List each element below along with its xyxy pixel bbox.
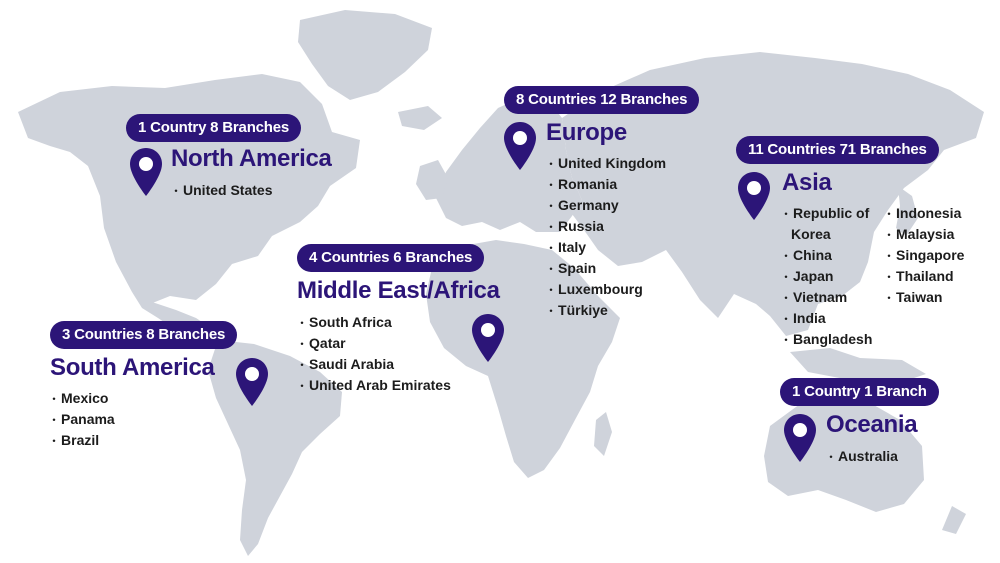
asia-title[interactable]: Asia <box>782 169 832 196</box>
country-item: Germany <box>545 195 666 216</box>
country-item: United Kingdom <box>545 153 666 174</box>
oceania-title[interactable]: Oceania <box>826 411 918 438</box>
asia-landmass <box>562 52 984 336</box>
europe-title[interactable]: Europe <box>546 119 627 146</box>
north-america-country-list: United States <box>170 180 272 201</box>
country-item: Italy <box>545 237 666 258</box>
middle-east-africa-title[interactable]: Middle East/Africa <box>297 277 500 304</box>
country-item: Indonesia <box>883 203 964 224</box>
country-item: Vietnam <box>780 287 872 308</box>
country-item: United States <box>170 180 272 201</box>
map-pin-icon[interactable] <box>504 122 536 170</box>
country-item: Brazil <box>48 430 115 451</box>
south-america-title[interactable]: South America <box>50 354 215 381</box>
country-item: India <box>780 308 872 329</box>
country-item: Panama <box>48 409 115 430</box>
country-item: South Africa <box>296 312 451 333</box>
north-america-title[interactable]: North America <box>171 145 332 172</box>
country-item: Saudi Arabia <box>296 354 451 375</box>
europe-country-list: United Kingdom Romania Germany Russia It… <box>545 153 666 321</box>
middle-east-africa-branch-badge: 4 Countries 6 Branches <box>297 244 485 272</box>
south-america-country-list: Mexico Panama Brazil <box>48 388 115 451</box>
country-item: Singapore <box>883 245 964 266</box>
europe-branch-badge: 8 Countries 12 Branches <box>504 86 700 114</box>
country-item: Romania <box>545 174 666 195</box>
greenland-landmass <box>298 10 432 100</box>
oceania-country-list: Australia <box>825 446 898 467</box>
map-pin-icon[interactable] <box>738 172 770 220</box>
map-pin-icon[interactable] <box>236 358 268 406</box>
country-item: United Arab Emirates <box>296 375 451 396</box>
map-pin-icon[interactable] <box>784 414 816 462</box>
madagascar-landmass <box>594 412 612 456</box>
iceland-landmass <box>398 106 442 130</box>
asia-branch-badge: 11 Countries 71 Branches <box>736 136 939 164</box>
country-item: Bangladesh <box>780 329 872 350</box>
country-item: China <box>780 245 872 266</box>
uk-landmass <box>416 160 448 200</box>
middle-east-africa-country-list: South Africa Qatar Saudi Arabia United A… <box>296 312 451 396</box>
country-item: Spain <box>545 258 666 279</box>
country-item: Luxembourg <box>545 279 666 300</box>
country-item: Russia <box>545 216 666 237</box>
north-america-branch-badge: 1 Country 8 Branches <box>126 114 302 142</box>
country-item: Korea <box>791 226 831 242</box>
oceania-branch-badge: 1 Country 1 Branch <box>780 378 939 406</box>
country-item: Republic of <box>780 203 872 224</box>
country-item: Japan <box>780 266 872 287</box>
country-item: Australia <box>825 446 898 467</box>
country-item: Türkiye <box>545 300 666 321</box>
country-item: Taiwan <box>883 287 964 308</box>
indonesia-landmass <box>790 348 926 384</box>
map-pin-icon[interactable] <box>130 148 162 196</box>
asia-country-list-col1: Republic of Korea China Japan Vietnam In… <box>780 203 872 350</box>
country-item: Malaysia <box>883 224 964 245</box>
south-america-branch-badge: 3 Countries 8 Branches <box>50 321 238 349</box>
map-pin-icon[interactable] <box>472 314 504 362</box>
country-item: Thailand <box>883 266 964 287</box>
asia-country-list-col2: Indonesia Malaysia Singapore Thailand Ta… <box>883 203 964 308</box>
country-item: Qatar <box>296 333 451 354</box>
country-item: Mexico <box>48 388 115 409</box>
new-zealand-landmass <box>942 506 966 534</box>
